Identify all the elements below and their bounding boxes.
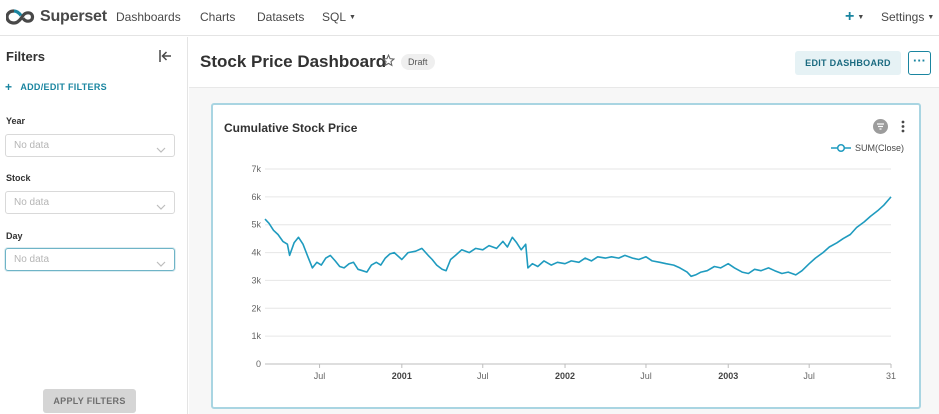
caret-down-icon: ▼: [349, 14, 356, 21]
filter-label-day: Day: [6, 231, 23, 241]
y-tick-label: 3k: [251, 275, 261, 285]
y-tick-label: 1k: [251, 331, 261, 341]
collapse-sidebar-icon[interactable]: [158, 49, 172, 68]
x-tick-label: 2003: [718, 371, 738, 381]
y-tick-label: 2k: [251, 303, 261, 313]
year-filter-select[interactable]: No data: [5, 134, 175, 157]
more-options-button[interactable]: ···: [908, 51, 931, 75]
nav-sql[interactable]: SQL ▼: [322, 10, 356, 24]
legend-label: SUM(Close): [855, 143, 905, 153]
filters-title: Filters: [6, 49, 46, 64]
chevron-down-icon: [156, 198, 166, 216]
line-chart: 0 1k 2k 3k 4k 5k 6k 7k Jul 2001 Jul 2002 Jul 2003 Jul 3…: [251, 164, 896, 381]
stock-filter-select[interactable]: No data: [5, 191, 175, 214]
top-navbar: Superset Dashboards Charts Datasets SQL ▼…: [0, 0, 939, 36]
kebab-menu-icon[interactable]: [901, 120, 905, 138]
settings-label: Settings: [881, 10, 925, 24]
draft-badge: Draft: [401, 54, 435, 70]
y-tick-label: 5k: [251, 220, 261, 230]
superset-logo[interactable]: Superset: [6, 8, 107, 26]
x-tick-label: Jul: [803, 371, 815, 381]
year-filter-placeholder: No data: [14, 140, 50, 151]
chevron-down-icon: [156, 141, 166, 159]
x-tick-label: Jul: [477, 371, 489, 381]
filter-indicator-icon[interactable]: [873, 119, 888, 134]
day-filter-select[interactable]: No data: [5, 248, 175, 271]
legend-item[interactable]: SUM(Close): [831, 143, 904, 153]
stock-filter-placeholder: No data: [14, 197, 50, 208]
x-tick-label: Jul: [640, 371, 652, 381]
apply-filters-button[interactable]: APPLY FILTERS: [43, 389, 136, 413]
superset-logo-icon: [6, 9, 35, 25]
nav-sql-label: SQL: [322, 10, 347, 24]
new-menu-button[interactable]: + ▼: [845, 8, 864, 26]
filter-label-stock: Stock: [6, 173, 31, 183]
logo-text: Superset: [40, 8, 107, 25]
nav-dashboards[interactable]: Dashboards: [116, 10, 181, 24]
dashboard-header: Stock Price Dashboard Draft EDIT DASHBOA…: [189, 37, 939, 88]
edit-dashboard-button[interactable]: EDIT DASHBOARD: [795, 51, 901, 75]
chevron-down-icon: [156, 255, 166, 273]
dashboard-title[interactable]: Stock Price Dashboard: [200, 52, 387, 71]
nav-datasets[interactable]: Datasets: [257, 10, 305, 24]
star-icon[interactable]: [381, 53, 396, 72]
x-tick-label: 2001: [392, 371, 412, 381]
day-filter-placeholder: No data: [14, 254, 50, 265]
settings-menu[interactable]: Settings ▼: [881, 10, 934, 24]
series-line-sum-close: [264, 196, 892, 278]
y-tick-label: 4k: [251, 248, 261, 258]
plus-icon: +: [845, 8, 855, 25]
y-tick-label: 0: [256, 359, 261, 369]
x-tick-label: Jul: [314, 371, 326, 381]
legend-marker-icon: [831, 143, 851, 153]
filters-sidebar: Filters + ADD/EDIT FILTERS Year No data S…: [0, 37, 188, 414]
filter-label-year: Year: [6, 116, 26, 126]
plus-icon: +: [5, 80, 13, 94]
chart-title: Cumulative Stock Price: [224, 121, 358, 135]
x-tick-label: 31: [886, 371, 896, 381]
dashboard-main: Stock Price Dashboard Draft EDIT DASHBOA…: [189, 37, 939, 414]
y-tick-label: 6k: [251, 192, 261, 202]
nav-charts[interactable]: Charts: [200, 10, 236, 24]
x-tick-label: 2002: [555, 371, 575, 381]
caret-down-icon: ▼: [927, 14, 935, 21]
chart-card: Cumulative Stock Price SUM(Close) 0 1k 2k 3…: [211, 103, 921, 409]
add-edit-filters-button[interactable]: + ADD/EDIT FILTERS: [5, 80, 107, 94]
y-tick-label: 7k: [251, 164, 261, 174]
add-edit-filters-label: ADD/EDIT FILTERS: [20, 82, 107, 92]
caret-down-icon: ▼: [857, 14, 865, 21]
